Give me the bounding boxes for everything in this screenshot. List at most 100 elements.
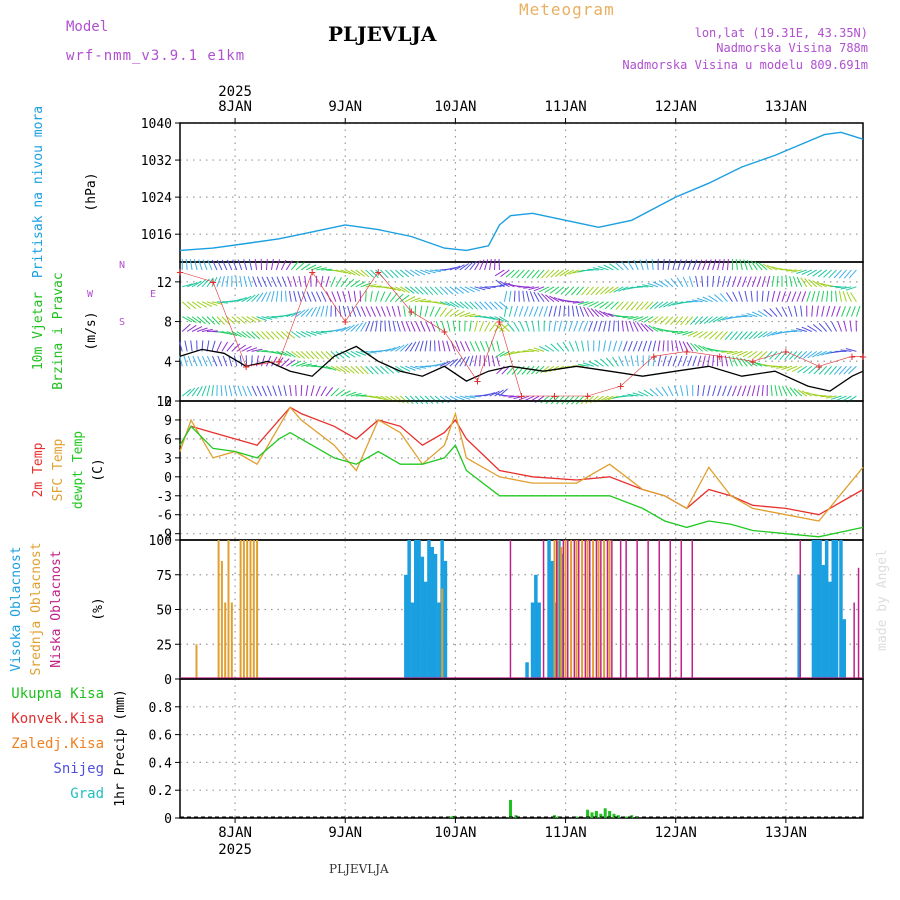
wind-barb bbox=[725, 292, 733, 302]
cloud-bar bbox=[857, 567, 860, 679]
cloud-bar bbox=[407, 540, 411, 679]
wind-barb bbox=[739, 331, 748, 340]
wind-barb bbox=[479, 355, 481, 367]
pressure-ylabel-unit: (hPa) bbox=[84, 172, 99, 211]
wind-barb bbox=[522, 290, 525, 302]
wind-barb bbox=[395, 395, 405, 404]
wind-barb bbox=[350, 365, 360, 374]
wind-barb bbox=[192, 355, 198, 367]
wind-barb bbox=[766, 331, 778, 337]
wind-barb bbox=[242, 385, 248, 397]
wind-barb bbox=[365, 290, 367, 302]
wind-barb bbox=[790, 269, 802, 273]
wind-barb bbox=[633, 259, 639, 271]
wind-barb bbox=[744, 331, 753, 340]
wind-barb bbox=[386, 306, 391, 317]
wind-barb bbox=[518, 306, 524, 317]
wind-barb bbox=[671, 331, 683, 334]
wind-barb bbox=[678, 340, 684, 352]
wind-barb bbox=[236, 331, 247, 338]
cloud-bar bbox=[530, 602, 535, 679]
wind-barb bbox=[414, 286, 424, 295]
wind-barb bbox=[781, 385, 788, 397]
wind-barb bbox=[685, 316, 694, 326]
cloud-bar bbox=[553, 540, 556, 679]
wind-barb bbox=[375, 365, 384, 375]
wind-barb bbox=[694, 343, 704, 352]
wind-barb bbox=[831, 321, 838, 332]
wind-barb bbox=[464, 286, 475, 293]
y-tick-label: 4 bbox=[164, 355, 172, 370]
wind-barb bbox=[707, 259, 712, 271]
y-tick-label: 0.6 bbox=[149, 729, 172, 744]
wind-barb bbox=[702, 385, 705, 397]
wind-barb bbox=[290, 261, 299, 271]
wind-barb bbox=[315, 275, 318, 287]
wind-barb bbox=[271, 331, 280, 340]
cloud-bar bbox=[560, 547, 563, 679]
wind-key-w: W bbox=[87, 289, 94, 300]
wind-barb bbox=[791, 291, 797, 302]
wind-barb bbox=[405, 296, 416, 303]
wind-barb bbox=[395, 344, 405, 352]
wind-barb bbox=[793, 388, 803, 397]
wind-barb bbox=[753, 350, 763, 359]
wind-barb bbox=[231, 331, 242, 338]
wind-barb bbox=[550, 395, 560, 405]
x-year-label-bottom: 2025 bbox=[218, 842, 252, 858]
cloud-bar bbox=[246, 540, 249, 679]
wind-barb bbox=[603, 264, 614, 271]
wind-barb bbox=[505, 269, 515, 278]
wind-barb bbox=[695, 275, 699, 287]
wind-barb bbox=[275, 290, 279, 302]
wind-barb bbox=[544, 365, 555, 373]
wind-barb bbox=[342, 291, 347, 302]
temp-ylabel-unit: (C) bbox=[91, 458, 106, 481]
wind-barb bbox=[206, 277, 214, 288]
wind-barb bbox=[698, 344, 708, 352]
wind-barb bbox=[469, 315, 481, 318]
wind-barb bbox=[315, 291, 322, 302]
wind-barb bbox=[353, 290, 357, 302]
wind-barb bbox=[216, 316, 225, 325]
wind-barb bbox=[750, 290, 753, 302]
y-tick-label: 0.4 bbox=[149, 756, 173, 771]
wind-barb bbox=[525, 320, 530, 332]
wind-barb bbox=[526, 290, 530, 302]
wind-barb bbox=[464, 301, 474, 310]
wind-barb bbox=[724, 331, 733, 341]
wind-barb bbox=[639, 259, 644, 271]
wind-barb bbox=[813, 365, 823, 375]
wind-barb bbox=[410, 365, 421, 370]
pressure-series bbox=[179, 131, 864, 252]
wind-barb bbox=[474, 320, 478, 332]
wind-barb bbox=[625, 301, 634, 311]
cloud-bar bbox=[562, 540, 565, 679]
wind-barb bbox=[533, 286, 545, 292]
wind-barb bbox=[617, 340, 623, 352]
cloud-bar bbox=[556, 540, 558, 679]
wind-barb bbox=[675, 316, 684, 326]
wind-direction-marker: + bbox=[518, 389, 525, 403]
wind-barb bbox=[697, 297, 708, 303]
wind-barb bbox=[732, 356, 738, 367]
wind-barb bbox=[538, 306, 544, 317]
y-tick-label: 0 bbox=[164, 673, 172, 688]
wind-barb bbox=[647, 282, 659, 288]
wind-barb bbox=[821, 305, 825, 317]
wind-barb bbox=[243, 275, 248, 287]
wind-barb bbox=[736, 276, 742, 287]
wind-barb bbox=[340, 390, 351, 397]
wind-barb bbox=[454, 301, 465, 309]
cloud-bar bbox=[647, 540, 649, 679]
wind-barb bbox=[609, 263, 619, 271]
wind-barb bbox=[396, 320, 401, 332]
wind-barb bbox=[405, 365, 416, 371]
wind-barb bbox=[350, 269, 361, 277]
wind-barb bbox=[508, 290, 512, 302]
x-tick-label-bottom: 12JAN bbox=[655, 825, 697, 841]
x-tick-label-top: 10JAN bbox=[434, 99, 476, 115]
wind-barb bbox=[818, 365, 828, 375]
wind-barb bbox=[289, 385, 292, 397]
wind-barb bbox=[459, 263, 469, 271]
